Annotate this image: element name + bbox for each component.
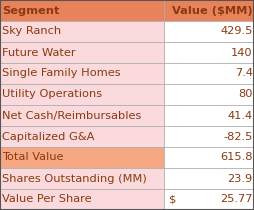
Bar xyxy=(164,84,254,105)
Bar xyxy=(0,84,164,105)
Bar xyxy=(164,21,254,42)
Text: 429.5: 429.5 xyxy=(220,26,253,37)
Text: Shares Outstanding (MM): Shares Outstanding (MM) xyxy=(2,173,147,184)
Bar xyxy=(164,63,254,84)
Bar xyxy=(0,42,164,63)
Bar xyxy=(0,0,164,21)
Bar xyxy=(0,63,164,84)
Text: $: $ xyxy=(169,194,176,205)
Text: Single Family Homes: Single Family Homes xyxy=(2,68,121,79)
Text: 23.9: 23.9 xyxy=(228,173,253,184)
Text: 615.8: 615.8 xyxy=(220,152,253,163)
Text: 140: 140 xyxy=(231,47,253,58)
Text: 25.77: 25.77 xyxy=(220,194,253,205)
Bar xyxy=(164,42,254,63)
Text: Utility Operations: Utility Operations xyxy=(2,89,102,100)
Text: 7.4: 7.4 xyxy=(235,68,253,79)
Text: 41.4: 41.4 xyxy=(228,110,253,121)
Bar xyxy=(0,168,164,189)
Bar xyxy=(0,126,164,147)
Bar xyxy=(0,189,164,210)
Text: Value Per Share: Value Per Share xyxy=(2,194,92,205)
Text: 80: 80 xyxy=(238,89,253,100)
Text: Value ($MM): Value ($MM) xyxy=(172,5,253,16)
Text: Sky Ranch: Sky Ranch xyxy=(2,26,61,37)
Text: Segment: Segment xyxy=(2,5,59,16)
Bar xyxy=(164,0,254,21)
Text: Total Value: Total Value xyxy=(2,152,64,163)
Bar xyxy=(0,105,164,126)
Bar xyxy=(164,189,254,210)
Bar xyxy=(164,126,254,147)
Bar xyxy=(0,147,164,168)
Bar xyxy=(0,21,164,42)
Text: Net Cash/Reimbursables: Net Cash/Reimbursables xyxy=(2,110,141,121)
Bar xyxy=(164,168,254,189)
Text: -82.5: -82.5 xyxy=(223,131,253,142)
Bar xyxy=(164,105,254,126)
Text: Future Water: Future Water xyxy=(2,47,76,58)
Text: Capitalized G&A: Capitalized G&A xyxy=(2,131,94,142)
Bar xyxy=(164,147,254,168)
